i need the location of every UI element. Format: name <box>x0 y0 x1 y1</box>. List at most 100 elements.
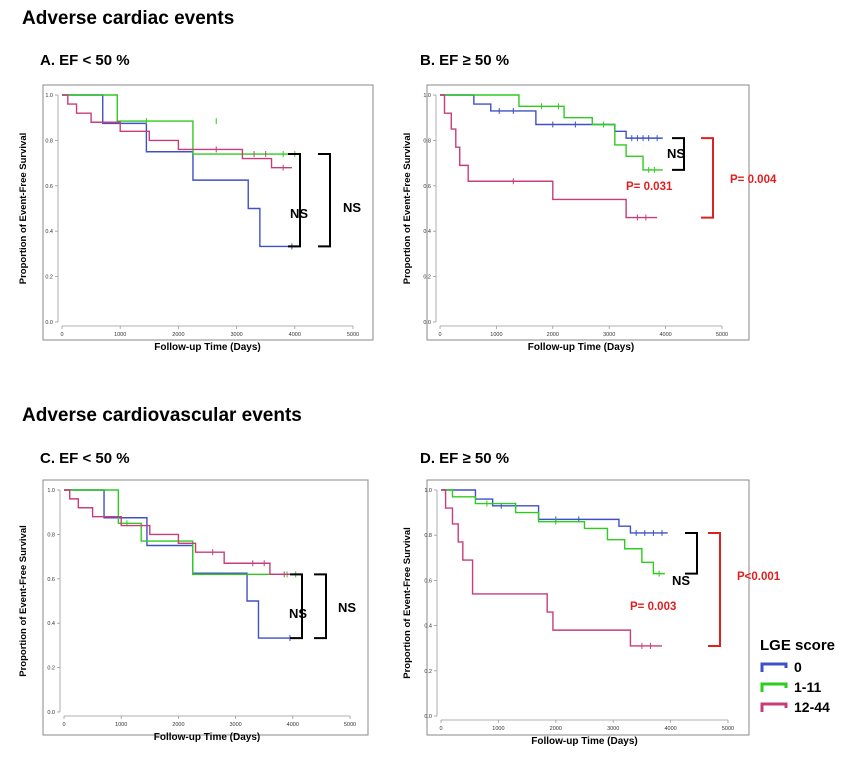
x-tick-label: 2000 <box>172 332 184 338</box>
y-tick-label: 0.8 <box>424 533 432 539</box>
annotation-label: NS <box>672 573 690 588</box>
y-tick-label: 0.4 <box>45 229 53 235</box>
chart-2: 0.0 0.2 0.4 0.6 0.8 1.0 0 1000 2000 3000 4000 5000 F… <box>18 480 368 743</box>
annotation-label: P<0.001 <box>737 571 781 583</box>
annotation-label: NS <box>667 146 685 161</box>
series-line-12-44 <box>62 95 292 168</box>
series-line-0 <box>62 95 298 246</box>
y-tick-label: 1.0 <box>45 93 53 99</box>
legend-title: LGE score <box>760 637 845 654</box>
x-tick-label: 5000 <box>347 332 359 338</box>
y-tick-label: 0.4 <box>423 229 431 235</box>
y-tick-label: 0.2 <box>45 275 53 281</box>
legend-item-2: 12-44 <box>760 697 845 717</box>
y-tick-label: 1.0 <box>47 488 55 494</box>
y-tick-label: 0.6 <box>424 578 432 584</box>
x-tick-label: 2000 <box>550 726 562 732</box>
legend-label-2: 12-44 <box>794 699 830 715</box>
y-axis-label: Proportion of Event-Free Survival <box>402 133 413 285</box>
x-tick-label: 0 <box>62 722 65 728</box>
chart-1: 0.0 0.2 0.4 0.6 0.8 1.0 0 1000 2000 3000 4000 5000 F… <box>402 85 777 353</box>
legend-label-0: 0 <box>794 659 802 675</box>
series-line-1-11 <box>62 95 301 154</box>
x-tick-label: 5000 <box>716 332 728 338</box>
legend-swatch-1 <box>760 680 788 694</box>
bracket <box>685 533 697 574</box>
y-tick-label: 0.8 <box>45 138 53 144</box>
x-tick-label: 3000 <box>229 722 241 728</box>
x-tick-label: 2000 <box>547 332 559 338</box>
y-tick-label: 1.0 <box>424 488 432 494</box>
legend-item-1: 1-11 <box>760 677 845 697</box>
y-tick-label: 0.6 <box>423 184 431 190</box>
y-axis-label: Proportion of Event-Free Survival <box>18 133 29 285</box>
chart-frame <box>43 480 368 735</box>
y-tick-label: 0.0 <box>423 320 431 326</box>
legend-swatch-0 <box>760 660 788 674</box>
y-axis-label: Proportion of Event-Free Survival <box>18 525 29 677</box>
x-axis-label: Follow-up Time (Days) <box>528 342 635 353</box>
x-tick-label: 2000 <box>172 722 184 728</box>
y-tick-label: 0.0 <box>45 320 53 326</box>
x-tick-label: 0 <box>439 726 442 732</box>
x-tick-label: 3000 <box>607 726 619 732</box>
bracket <box>701 138 713 217</box>
x-tick-label: 3000 <box>230 332 242 338</box>
y-tick-label: 0.0 <box>47 710 55 716</box>
series-line-1-11 <box>64 490 299 574</box>
chart-frame <box>427 85 749 340</box>
x-tick-label: 0 <box>60 332 63 338</box>
legend-label-1: 1-11 <box>794 679 821 695</box>
annotation-label: NS <box>290 206 308 221</box>
chart-3: 0.0 0.2 0.4 0.6 0.8 1.0 0 1000 2000 3000 4000 5000 F… <box>402 480 781 747</box>
y-tick-label: 0.0 <box>424 714 432 720</box>
y-tick-label: 0.2 <box>423 275 431 281</box>
x-tick-label: 1000 <box>490 332 502 338</box>
y-tick-label: 0.4 <box>47 621 55 627</box>
chart-0: 0.0 0.2 0.4 0.6 0.8 1.0 0 1000 2000 3000 4000 5000 F… <box>18 85 373 353</box>
annotation-label: P= 0.031 <box>626 181 673 193</box>
y-tick-label: 0.2 <box>424 669 432 675</box>
annotation-label: NS <box>289 606 307 621</box>
chart-frame <box>43 85 373 340</box>
x-tick-label: 4000 <box>664 726 676 732</box>
x-axis-label: Follow-up Time (Days) <box>154 732 261 743</box>
y-tick-label: 0.6 <box>47 577 55 583</box>
series-line-1-11 <box>440 95 663 170</box>
y-tick-label: 0.2 <box>47 666 55 672</box>
x-tick-label: 1000 <box>115 722 127 728</box>
x-tick-label: 1000 <box>114 332 126 338</box>
x-tick-label: 0 <box>438 332 441 338</box>
x-tick-label: 4000 <box>659 332 671 338</box>
y-tick-label: 1.0 <box>423 93 431 99</box>
x-tick-label: 4000 <box>287 722 299 728</box>
y-tick-label: 0.6 <box>45 184 53 190</box>
x-axis-label: Follow-up Time (Days) <box>531 736 638 747</box>
annotation-label: NS <box>343 200 361 215</box>
y-tick-label: 0.4 <box>424 624 432 630</box>
series-line-1-11 <box>441 490 665 574</box>
y-axis-label: Proportion of Event-Free Survival <box>402 527 413 679</box>
legend-swatch-2 <box>760 700 788 714</box>
series-line-0 <box>440 95 663 138</box>
legend-item-0: 0 <box>760 657 845 677</box>
annotation-label: P= 0.003 <box>630 601 676 613</box>
x-tick-label: 1000 <box>492 726 504 732</box>
y-tick-label: 0.8 <box>423 138 431 144</box>
y-tick-label: 0.8 <box>47 532 55 538</box>
series-line-12-44 <box>440 95 657 218</box>
bracket <box>314 574 326 638</box>
x-tick-label: 5000 <box>344 722 356 728</box>
chart-frame <box>427 480 749 735</box>
bracket <box>708 533 720 646</box>
series-line-12-44 <box>64 490 290 574</box>
x-tick-label: 3000 <box>603 332 615 338</box>
x-tick-label: 5000 <box>722 726 734 732</box>
x-axis-label: Follow-up Time (Days) <box>154 342 261 353</box>
series-line-12-44 <box>441 490 662 646</box>
annotation-label: NS <box>338 600 356 615</box>
bracket <box>318 154 330 246</box>
legend: LGE score 0 1-11 12-44 <box>760 637 845 717</box>
annotation-label: P= 0.004 <box>730 174 777 186</box>
